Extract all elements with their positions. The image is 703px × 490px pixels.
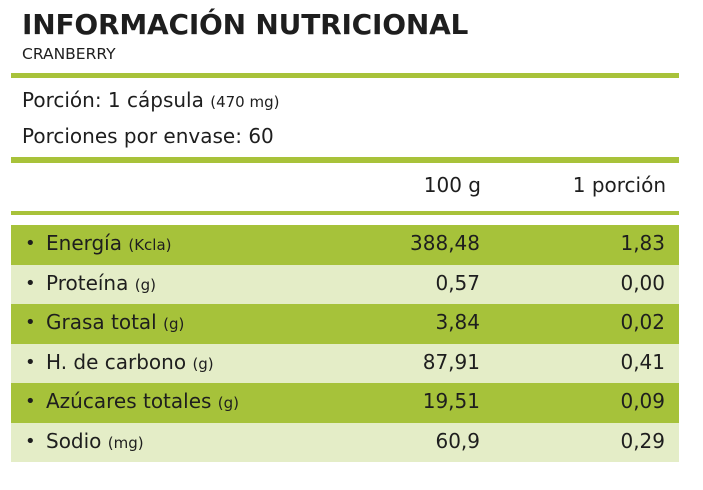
nutrient-label: Azúcares totales <box>46 389 212 413</box>
value-portion: 0,00 <box>620 270 665 295</box>
table-row: • Grasa total (g) 3,84 0,02 <box>11 304 679 344</box>
nutrient-label: Grasa total <box>46 310 157 334</box>
value-portion: 0,41 <box>620 349 665 374</box>
page-title: INFORMACIÓN NUTRICIONAL <box>22 8 469 41</box>
value-100g: 0,57 <box>435 270 480 295</box>
bullet: • <box>25 233 36 254</box>
bullet: • <box>25 351 36 373</box>
nutrient-unit: (g) <box>217 394 240 412</box>
portion-weight: (470 mg) <box>210 93 280 111</box>
nutrient-unit: (mg) <box>107 433 144 452</box>
bullet: • <box>25 430 36 452</box>
product-name: CRANBERRY <box>22 45 116 63</box>
bullet: • <box>25 272 36 294</box>
nutrient-name: Proteína (g) <box>46 271 156 295</box>
header-divider <box>11 211 679 215</box>
nutrient-unit: (g) <box>192 354 214 373</box>
serving-divider <box>11 157 679 163</box>
value-portion: 0,29 <box>620 428 665 453</box>
nutrient-label: Energía <box>46 231 122 255</box>
nutrient-name: Energía (Kcla) <box>46 231 172 255</box>
column-header-portion: 1 porción <box>572 173 666 197</box>
table-row: • Energía (Kcla) 388,48 1,83 <box>11 225 679 265</box>
nutrient-name: Grasa total (g) <box>46 310 184 334</box>
servings-per-container: Porciones por envase: 60 <box>22 124 274 148</box>
nutrient-label: Sodio <box>46 428 102 453</box>
value-portion: 0,09 <box>620 389 665 413</box>
nutrient-unit: (g) <box>163 315 185 333</box>
bullet: • <box>25 391 36 412</box>
value-100g: 3,84 <box>435 310 480 334</box>
nutrient-unit: (Kcla) <box>128 236 172 254</box>
nutrition-table: • Energía (Kcla) 388,48 1,83 • Proteína … <box>11 225 679 462</box>
portion-line: Porción: 1 cápsula (470 mg) <box>22 88 279 112</box>
nutrient-name: Sodio (mg) <box>46 429 144 453</box>
nutrient-name: H. de carbono (g) <box>46 350 214 374</box>
table-row: • Azúcares totales (g) 19,51 0,09 <box>11 383 679 423</box>
value-100g: 87,91 <box>422 349 480 374</box>
value-100g: 388,48 <box>410 231 480 255</box>
nutrient-name: Azúcares totales (g) <box>46 389 239 413</box>
table-row: • H. de carbono (g) 87,91 0,41 <box>11 343 679 383</box>
bullet: • <box>25 312 36 333</box>
value-100g: 60,9 <box>435 428 480 453</box>
column-header-100g: 100 g <box>423 173 481 197</box>
portion-label: Porción: 1 cápsula <box>22 88 204 112</box>
value-portion: 1,83 <box>620 231 665 255</box>
table-row: • Sodio (mg) 60,9 0,29 <box>11 422 679 462</box>
nutrient-label: H. de carbono <box>46 349 187 374</box>
nutrient-label: Proteína <box>46 270 129 295</box>
value-100g: 19,51 <box>422 389 480 413</box>
table-row: • Proteína (g) 0,57 0,00 <box>11 264 679 304</box>
value-portion: 0,02 <box>620 310 665 334</box>
nutrient-unit: (g) <box>134 275 156 294</box>
top-divider <box>11 73 679 78</box>
